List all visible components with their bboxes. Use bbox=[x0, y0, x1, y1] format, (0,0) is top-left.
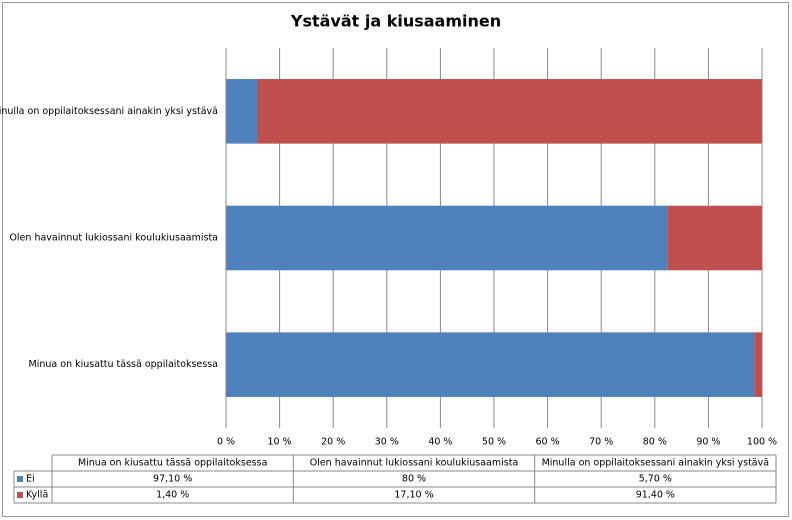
legend-swatch bbox=[17, 492, 23, 498]
y-category-label: Minua on kiusattu tässä oppilaitoksessa bbox=[29, 359, 218, 370]
x-tick-label: 20 % bbox=[321, 437, 345, 448]
y-category-label: Minulla on oppilaitoksessani ainakin yks… bbox=[0, 106, 218, 117]
table-value: 5,70 % bbox=[639, 474, 672, 485]
bar-segment bbox=[257, 79, 762, 144]
table-header: Minua on kiusattu tässä oppilaitoksessa bbox=[78, 458, 267, 469]
table-header: Olen havainnut lukiossani koulukiusaamis… bbox=[310, 458, 519, 469]
x-tick-label: 70 % bbox=[589, 437, 613, 448]
table-value: 1,40 % bbox=[156, 490, 189, 501]
x-tick-label: 60 % bbox=[536, 437, 560, 448]
bar-segment bbox=[667, 205, 762, 271]
table-header: Minulla on oppilaitoksessani ainakin yks… bbox=[542, 458, 769, 469]
table-value: 97,10 % bbox=[153, 474, 192, 485]
legend-label: Ei bbox=[26, 474, 35, 485]
legend-label: Kyllä bbox=[26, 490, 48, 501]
x-tick-label: 80 % bbox=[643, 437, 667, 448]
x-tick-label: 10 % bbox=[268, 437, 292, 448]
x-tick-label: 50 % bbox=[482, 437, 506, 448]
chart-title: Ystävät ja kiusaaminen bbox=[290, 12, 501, 31]
table-value: 17,10 % bbox=[394, 490, 433, 501]
x-tick-label: 30 % bbox=[375, 437, 399, 448]
y-category-label: Olen havainnut lukiossani koulukiusaamis… bbox=[9, 233, 218, 244]
bar-segment bbox=[226, 205, 668, 271]
legend-swatch bbox=[17, 476, 23, 482]
x-tick-label: 40 % bbox=[428, 437, 452, 448]
table-value: 91,40 % bbox=[636, 490, 675, 501]
bar-segment bbox=[226, 79, 258, 144]
table-value: 80 % bbox=[402, 474, 426, 485]
x-tick-label: 90 % bbox=[696, 437, 720, 448]
bar-segment bbox=[754, 332, 762, 397]
bar-segment bbox=[226, 332, 755, 397]
x-tick-label: 0 % bbox=[217, 437, 235, 448]
x-tick-label: 100 % bbox=[747, 437, 777, 448]
